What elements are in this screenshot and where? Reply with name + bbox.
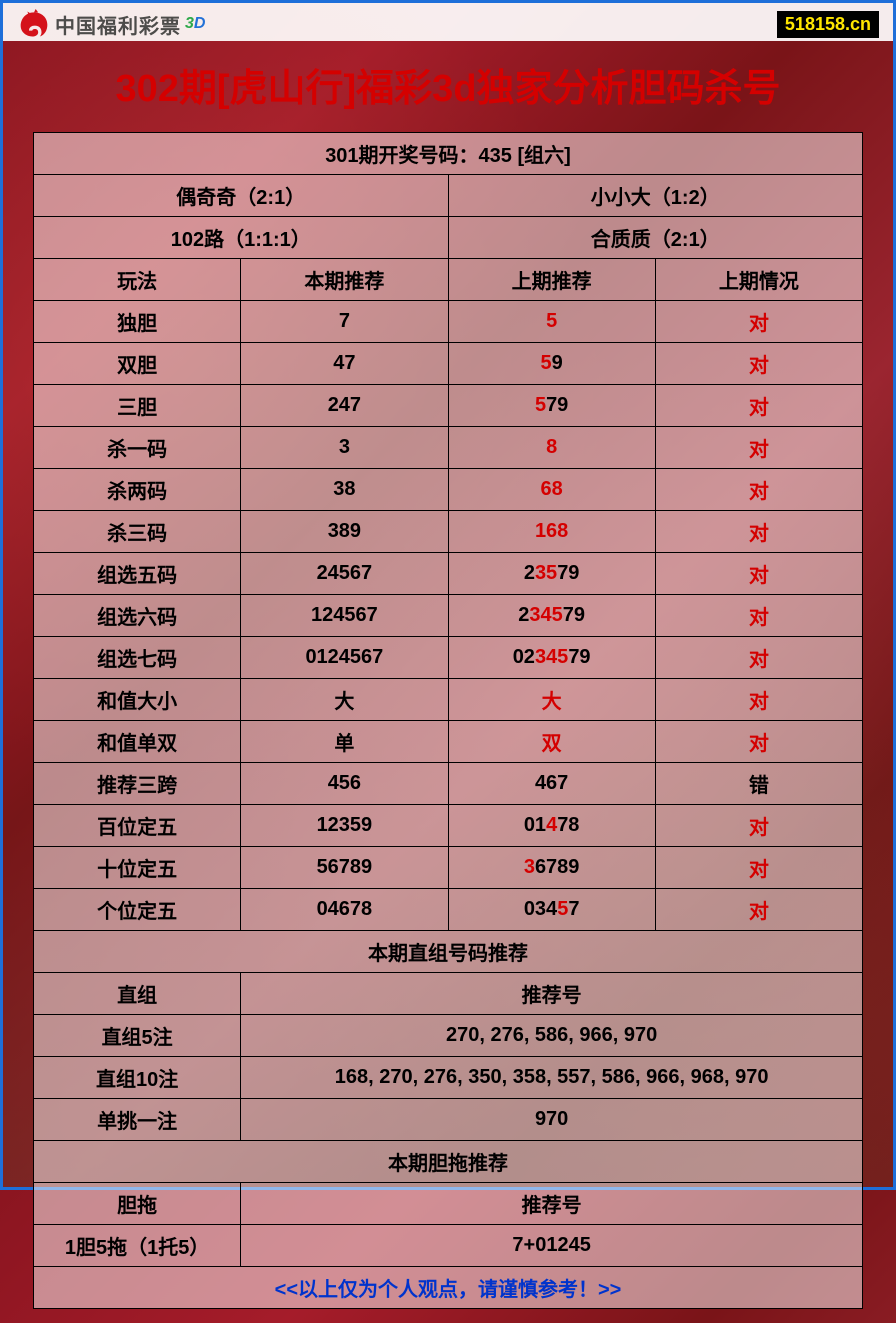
row-prev: 0234579	[448, 637, 655, 679]
section2-h-left: 直组	[34, 973, 241, 1015]
row-prev: 5	[448, 301, 655, 343]
row-prev: 579	[448, 385, 655, 427]
section2-title: 本期直组号码推荐	[34, 931, 863, 973]
row-name: 组选五码	[34, 553, 241, 595]
row-prev: 168	[448, 511, 655, 553]
row-prev: 59	[448, 343, 655, 385]
pair1-right: 小小大（1:2）	[448, 175, 863, 217]
row-name: 个位定五	[34, 889, 241, 931]
sec2-row-val: 270, 276, 586, 966, 970	[241, 1015, 863, 1057]
result-line: 301期开奖号码：435 [组六]	[34, 133, 863, 175]
analysis-table: 301期开奖号码：435 [组六] 偶奇奇（2:1） 小小大（1:2） 102路…	[33, 132, 863, 1309]
row-current: 47	[241, 343, 448, 385]
row-result: 对	[655, 343, 862, 385]
footer-note: <<以上仅为个人观点，请谨慎参考！>>	[34, 1267, 863, 1309]
main-table-wrap: 301期开奖号码：435 [组六] 偶奇奇（2:1） 小小大（1:2） 102路…	[3, 132, 893, 1323]
row-prev: 01478	[448, 805, 655, 847]
pair2-right: 合质质（2:1）	[448, 217, 863, 259]
row-prev: 467	[448, 763, 655, 805]
page-title: 302期[虎山行]福彩3d独家分析胆码杀号	[3, 41, 893, 132]
row-result: 对	[655, 721, 862, 763]
row-current: 389	[241, 511, 448, 553]
row-name: 三胆	[34, 385, 241, 427]
col-header: 上期情况	[655, 259, 862, 301]
row-name: 组选六码	[34, 595, 241, 637]
row-name: 杀两码	[34, 469, 241, 511]
section3-h-right: 推荐号	[241, 1183, 863, 1225]
row-result: 错	[655, 763, 862, 805]
row-prev: 03457	[448, 889, 655, 931]
lottery-logo-icon	[17, 9, 51, 39]
row-current: 大	[241, 679, 448, 721]
row-name: 组选七码	[34, 637, 241, 679]
section2-h-right: 推荐号	[241, 973, 863, 1015]
logo-3d: 3D	[185, 15, 205, 33]
logo: 中国福利彩票 3D	[17, 9, 205, 39]
row-result: 对	[655, 469, 862, 511]
sec2-row-val: 970	[241, 1099, 863, 1141]
row-result: 对	[655, 595, 862, 637]
row-current: 124567	[241, 595, 448, 637]
row-name: 杀三码	[34, 511, 241, 553]
row-name: 百位定五	[34, 805, 241, 847]
row-current: 456	[241, 763, 448, 805]
row-current: 04678	[241, 889, 448, 931]
row-result: 对	[655, 301, 862, 343]
logo-text: 中国福利彩票	[55, 10, 181, 39]
row-current: 38	[241, 469, 448, 511]
sec2-row-name: 直组5注	[34, 1015, 241, 1057]
row-result: 对	[655, 385, 862, 427]
col-header: 本期推荐	[241, 259, 448, 301]
sec3-row-name: 1胆5拖（1托5）	[34, 1225, 241, 1267]
row-result: 对	[655, 847, 862, 889]
row-prev: 双	[448, 721, 655, 763]
row-result: 对	[655, 889, 862, 931]
row-name: 双胆	[34, 343, 241, 385]
row-prev: 68	[448, 469, 655, 511]
row-name: 和值单双	[34, 721, 241, 763]
section3-title: 本期胆拖推荐	[34, 1141, 863, 1183]
row-name: 十位定五	[34, 847, 241, 889]
row-name: 独胆	[34, 301, 241, 343]
site-badge: 518158.cn	[777, 11, 879, 38]
row-result: 对	[655, 805, 862, 847]
row-current: 0124567	[241, 637, 448, 679]
row-result: 对	[655, 637, 862, 679]
row-prev: 8	[448, 427, 655, 469]
row-prev: 大	[448, 679, 655, 721]
row-name: 和值大小	[34, 679, 241, 721]
sec2-row-val: 168, 270, 276, 350, 358, 557, 586, 966, …	[241, 1057, 863, 1099]
row-current: 247	[241, 385, 448, 427]
row-result: 对	[655, 679, 862, 721]
row-name: 推荐三跨	[34, 763, 241, 805]
section3-h-left: 胆拖	[34, 1183, 241, 1225]
row-result: 对	[655, 553, 862, 595]
sec2-row-name: 单挑一注	[34, 1099, 241, 1141]
pair1-left: 偶奇奇（2:1）	[34, 175, 449, 217]
row-prev: 36789	[448, 847, 655, 889]
row-prev: 23579	[448, 553, 655, 595]
pair2-left: 102路（1:1:1）	[34, 217, 449, 259]
col-header: 上期推荐	[448, 259, 655, 301]
row-current: 7	[241, 301, 448, 343]
row-current: 单	[241, 721, 448, 763]
row-name: 杀一码	[34, 427, 241, 469]
row-current: 3	[241, 427, 448, 469]
row-prev: 234579	[448, 595, 655, 637]
col-header: 玩法	[34, 259, 241, 301]
sec3-row-val: 7+01245	[241, 1225, 863, 1267]
row-result: 对	[655, 511, 862, 553]
row-current: 56789	[241, 847, 448, 889]
row-current: 24567	[241, 553, 448, 595]
row-result: 对	[655, 427, 862, 469]
sec2-row-name: 直组10注	[34, 1057, 241, 1099]
row-current: 12359	[241, 805, 448, 847]
header-bar: 中国福利彩票 3D 518158.cn	[3, 3, 893, 41]
